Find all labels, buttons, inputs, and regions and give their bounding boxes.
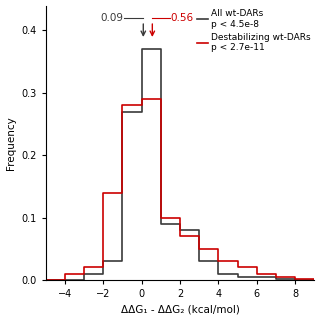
Y-axis label: Frequency: Frequency [5, 116, 16, 170]
Text: 0.56: 0.56 [171, 13, 194, 23]
Text: 0.09: 0.09 [100, 13, 123, 23]
Legend: All wt-DARs
p < 4.5e-8, Destabilizing wt-DARs
p < 2.7e-11: All wt-DARs p < 4.5e-8, Destabilizing wt… [195, 7, 313, 54]
X-axis label: ΔΔG₁ - ΔΔG₂ (kcal/mol): ΔΔG₁ - ΔΔG₂ (kcal/mol) [121, 304, 239, 315]
